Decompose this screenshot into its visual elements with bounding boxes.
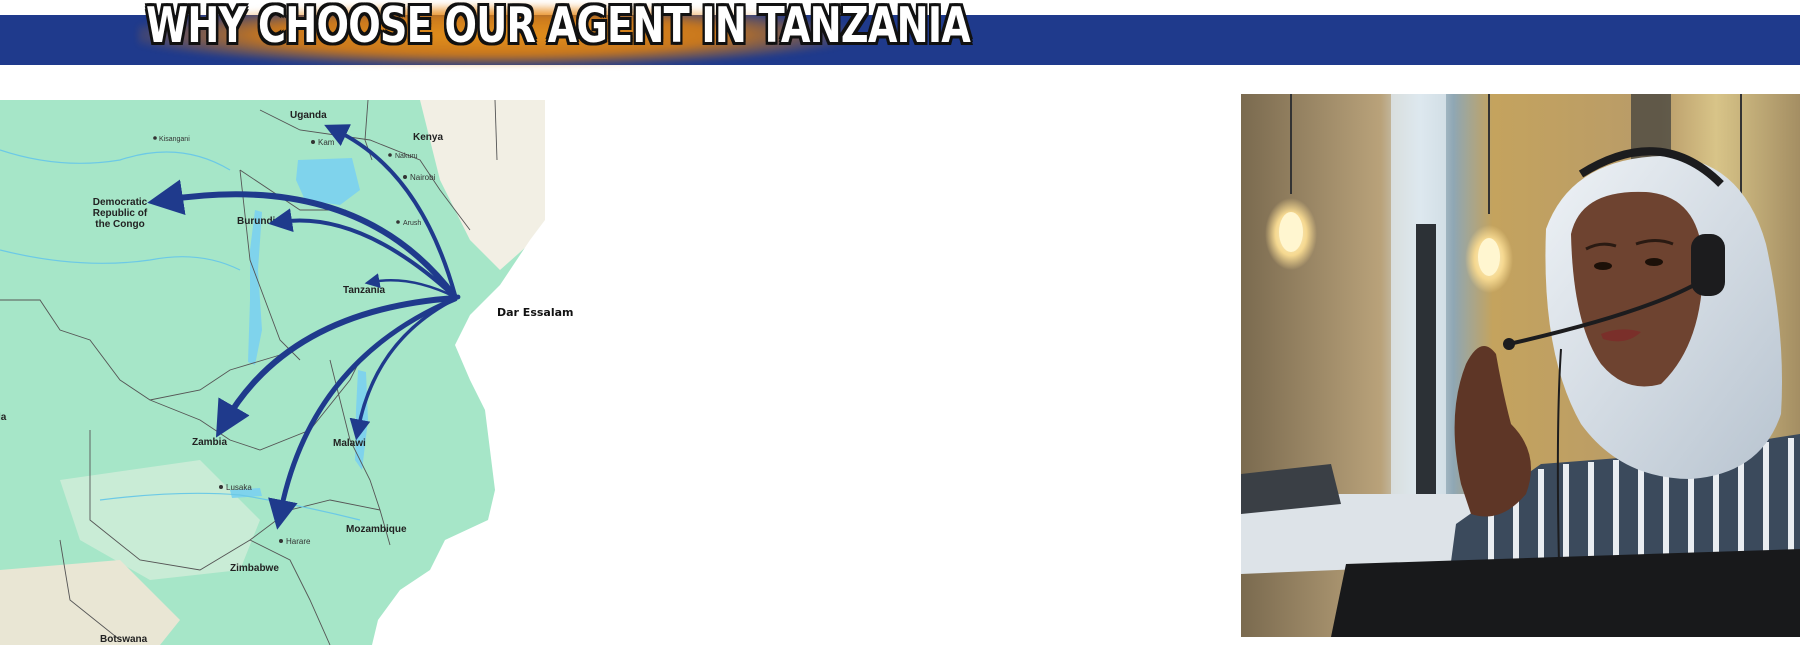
headset-mic <box>1503 338 1515 350</box>
label-tanzania: Tanzania <box>343 285 385 296</box>
brow-left <box>1585 242 1617 251</box>
lake-victoria <box>296 158 360 205</box>
headset-cable <box>1556 348 1562 565</box>
rivers <box>0 149 361 521</box>
label-angola-partial: la <box>0 412 7 423</box>
eye-right <box>1645 258 1663 266</box>
arrow-to-uganda <box>324 124 457 297</box>
lake-kariba <box>230 488 262 498</box>
monitor <box>1331 549 1800 637</box>
lake-tanganyika <box>248 210 262 365</box>
label-drc-line1: Democratic <box>93 197 148 208</box>
headset-earcup <box>1691 234 1725 296</box>
terrain-patch <box>0 560 180 645</box>
hub-label-dar-es-salaam: Dar Essalam <box>497 306 574 319</box>
label-uganda: Uganda <box>290 110 327 121</box>
arrow-to-tanzania <box>364 273 457 299</box>
label-burundi: Burundi <box>237 216 276 227</box>
label-malawi: Malawi <box>333 438 366 449</box>
eye-left <box>1594 262 1612 270</box>
call-center-agent-photo <box>1241 94 1800 637</box>
label-mozambique: Mozambique <box>346 524 407 535</box>
terrain-patch <box>60 460 260 580</box>
arrow-to-zambia <box>215 295 458 438</box>
label-zambia: Zambia <box>192 437 227 448</box>
indian-ocean <box>372 100 545 645</box>
label-nairobi: Nairobi <box>410 173 436 182</box>
label-zimbabwe: Zimbabwe <box>230 563 279 574</box>
lips <box>1601 329 1641 342</box>
label-kenya: Kenya <box>413 132 443 143</box>
city-dot-harare <box>279 539 283 543</box>
city-dot-nairobi <box>403 175 407 179</box>
city-dot-kisangani <box>153 136 157 140</box>
route-arrows <box>147 124 458 530</box>
label-harare: Harare <box>286 537 311 546</box>
brow-right <box>1635 239 1674 246</box>
chair <box>1241 464 1341 514</box>
country-borders <box>0 100 498 645</box>
city-dot-kampala <box>311 140 315 144</box>
label-drc-line2: Republic of <box>93 208 148 219</box>
label-drc-line3: the Congo <box>95 219 144 230</box>
title-glow <box>138 4 846 66</box>
coverage-map: Uganda Kenya Democratic Republic of the … <box>0 100 545 645</box>
label-nakuru: Nakuru <box>395 153 418 160</box>
label-kampala: Kam <box>318 138 335 147</box>
city-dot-nakuru <box>388 153 392 157</box>
page-title: WHY CHOOSE OUR AGENT IN TANZANIA <box>146 0 971 54</box>
city-dot-arusha <box>396 220 400 224</box>
label-botswana: Botswana <box>100 634 148 645</box>
arrow-to-zimbabwe <box>268 296 458 530</box>
terrain-patch <box>420 100 545 270</box>
desk <box>1241 494 1481 574</box>
headset-band <box>1578 147 1724 187</box>
headset-mic-boom <box>1508 282 1697 346</box>
label-lusaka: Lusaka <box>226 483 252 492</box>
hand <box>1454 346 1531 517</box>
arrow-to-drc <box>147 179 458 300</box>
dark-post <box>1416 224 1436 524</box>
arrow-to-burundi <box>268 208 457 299</box>
label-arusha: Arush <box>403 220 421 227</box>
label-kisangani: Kisangani <box>159 136 190 143</box>
city-dot-lusaka <box>219 485 223 489</box>
